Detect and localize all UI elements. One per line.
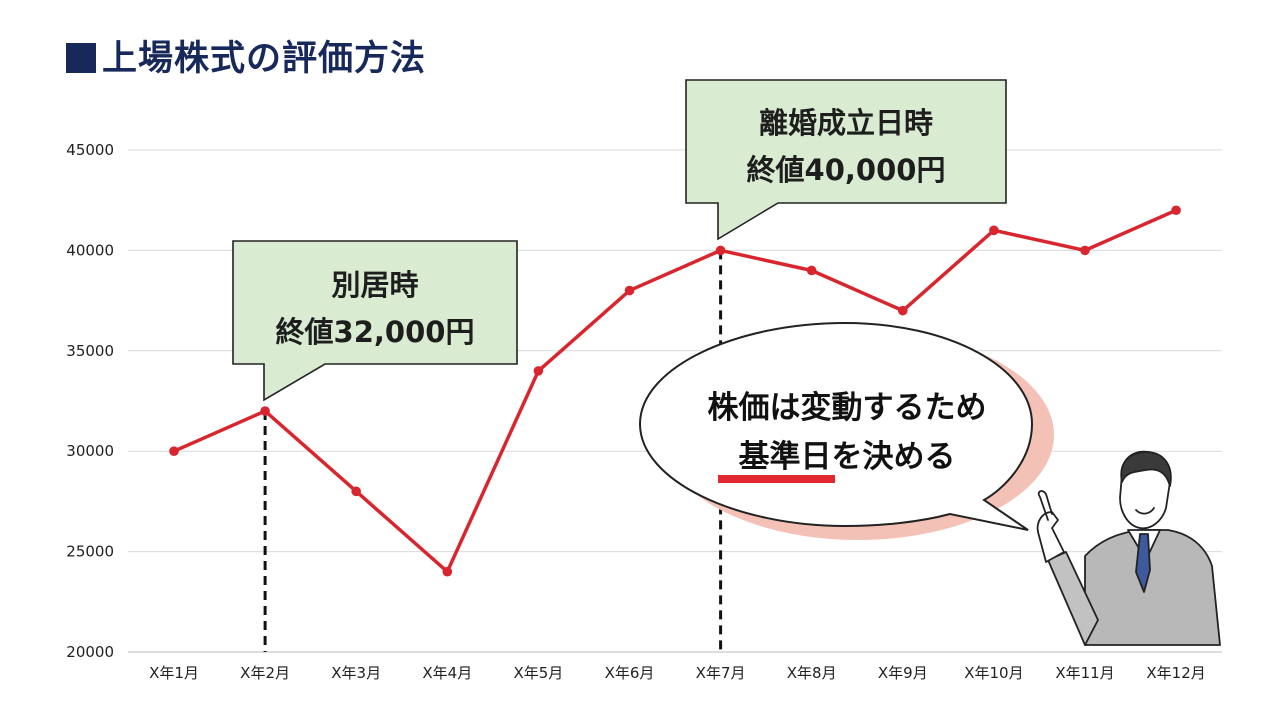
callout-separation: 別居時 終値32,000円 [232, 240, 518, 402]
page-title: 上場株式の評価方法 [66, 30, 426, 81]
data-point [898, 305, 908, 316]
x-tick-label: X年8月 [787, 664, 837, 682]
y-tick-label: 25000 [66, 543, 114, 561]
x-tick-label: X年4月 [422, 664, 472, 682]
x-tick-label: X年1月 [149, 664, 199, 682]
data-point [989, 225, 999, 236]
x-tick-label: X年7月 [696, 664, 746, 682]
callout-divorce-line1: 離婚成立日時 [759, 106, 933, 140]
series-line [173, 208, 1177, 574]
x-tick-label: X年6月 [605, 664, 655, 682]
data-point [351, 486, 362, 497]
callout-divorce: 離婚成立日時 終値40,000円 [685, 79, 1007, 241]
speech-bubble-line2: 基準日を決める [739, 439, 956, 475]
data-point [533, 366, 544, 376]
data-point [806, 265, 817, 276]
data-point [624, 285, 635, 296]
data-point [1171, 205, 1181, 216]
x-tick-label: X年9月 [878, 664, 928, 682]
data-point [1080, 245, 1090, 256]
y-tick-label: 35000 [66, 342, 114, 360]
callout-separation-line1: 別居時 [331, 268, 418, 302]
businessman-illustration [1036, 450, 1221, 646]
page-title-text: 上場株式の評価方法 [102, 39, 427, 79]
x-tick-label: X年12月 [1146, 664, 1205, 682]
speech-bubble-line1: 株価は変動するため [708, 390, 987, 426]
data-points [169, 205, 1181, 577]
callout-divorce-line2: 終値40,000円 [747, 153, 946, 187]
x-tick-label: X年3月 [331, 664, 381, 682]
speech-bubble: 株価は変動するため 基準日を決める [638, 321, 1054, 540]
y-tick-label: 40000 [66, 241, 114, 259]
data-point [442, 566, 453, 577]
data-point [169, 446, 179, 457]
x-tick-label: X年11月 [1055, 664, 1114, 682]
y-tick-label: 20000 [66, 643, 114, 661]
speech-bubble-body [638, 321, 1034, 531]
callout-separation-line2: 終値32,000円 [276, 315, 475, 349]
speech-bubble-underline [718, 475, 835, 483]
y-tick-label: 45000 [66, 141, 114, 159]
x-tick-label: X年2月 [240, 664, 290, 682]
x-axis-labels: X年1月 X年2月 X年3月 X年4月 X年5月 X年6月 X年7月 X年8月 X年9月 X年10… [149, 664, 1206, 682]
x-tick-label: X年10月 [964, 664, 1023, 682]
data-point [715, 245, 726, 256]
y-axis-labels: 20000 25000 30000 35000 40000 45000 [66, 141, 114, 661]
x-tick-label: X年5月 [513, 664, 563, 682]
title-square-icon [66, 43, 96, 73]
data-point [260, 406, 270, 416]
y-tick-label: 30000 [66, 442, 114, 460]
